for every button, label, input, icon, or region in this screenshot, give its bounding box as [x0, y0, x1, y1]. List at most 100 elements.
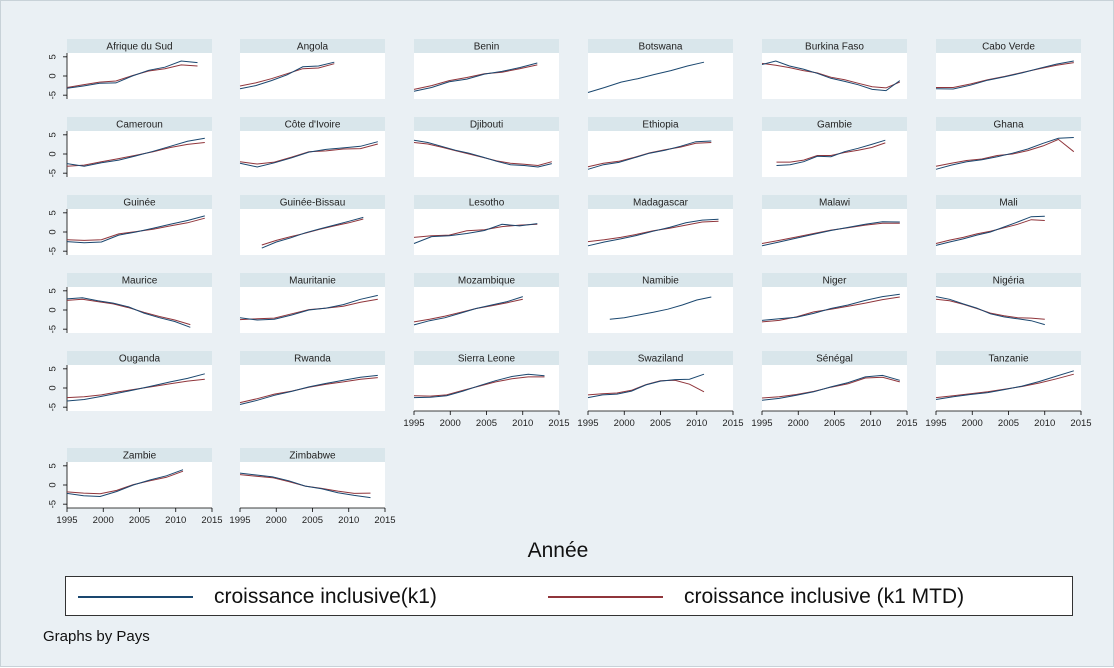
panel-25: Rwanda [239, 351, 385, 411]
panel-title: Namibie [642, 276, 679, 287]
panel-strip [588, 117, 733, 131]
x-tick-label: 2010 [686, 418, 707, 429]
x-tick-label: 1995 [56, 515, 77, 526]
series-line-k1 [413, 62, 538, 92]
panel-28: Sénégal 1995 2000 2005 2010 2015 [751, 351, 918, 429]
series-line-k1 [935, 137, 1074, 170]
panel-plot-area [762, 131, 907, 177]
panel-title: Ghana [993, 120, 1023, 131]
panel-strip [936, 273, 1081, 287]
x-tick-label: 2000 [788, 418, 809, 429]
y-tick-label: 0 [48, 73, 59, 78]
y-tick-label: 0 [48, 229, 59, 234]
panel-strip [240, 351, 385, 365]
x-tick-label: 2005 [650, 418, 671, 429]
x-tick-label: 2005 [302, 515, 323, 526]
panel-plot-area [588, 53, 733, 99]
panel-plot-area [762, 53, 907, 99]
panel-20: Mozambique [413, 273, 559, 333]
x-tick-label: 2015 [201, 515, 222, 526]
series-line-k1 [776, 139, 886, 166]
panel-strip [588, 273, 733, 287]
panel-strip [414, 273, 559, 287]
panel-title: Zimbabwe [289, 451, 336, 462]
series-line-k1-mtd [935, 298, 1045, 320]
series-line-k1 [935, 60, 1074, 90]
panel-plot-area [588, 365, 733, 411]
panel-21: Namibie [588, 273, 733, 333]
panel-title: Djibouti [470, 120, 503, 131]
panel-strip [588, 39, 733, 53]
y-tick-label: -5 [48, 325, 59, 333]
series-line-k1 [66, 469, 184, 498]
panel-strip [240, 117, 385, 131]
panel-2: Benin [413, 39, 559, 99]
y-tick-label: 0 [48, 385, 59, 390]
series-line-k1 [609, 296, 712, 320]
panel-plot-area [67, 365, 212, 411]
x-tick-label: 2005 [476, 418, 497, 429]
panel-5: Cabo Verde [935, 39, 1081, 99]
y-tick-label: -5 [48, 247, 59, 255]
panel-title: Zambie [123, 451, 157, 462]
panel-strip [762, 351, 907, 365]
legend-swatch-k1-mtd [548, 596, 663, 598]
panel-strip [67, 273, 212, 287]
x-tick-label: 1995 [925, 418, 946, 429]
y-tick-label: -5 [48, 169, 59, 177]
panel-strip [414, 117, 559, 131]
x-tick-label: 2010 [860, 418, 881, 429]
panel-strip [762, 39, 907, 53]
panel-title: Nigéria [993, 276, 1025, 287]
x-tick-label: 2005 [998, 418, 1019, 429]
legend-swatch-k1 [78, 596, 193, 598]
series-line-k1 [587, 218, 719, 247]
legend-label-k1-mtd: croissance inclusive (k1 MTD) [684, 585, 965, 608]
series-line-k1 [413, 139, 552, 168]
panel-title: Burkina Faso [805, 42, 864, 53]
panel-27: Swaziland 1995 2000 2005 2010 2015 [577, 351, 744, 429]
panel-title: Maurice [122, 276, 158, 287]
panel-title: Ethiopia [642, 120, 679, 131]
panel-strip [67, 351, 212, 365]
panel-30: Zambie 5 0 -5 1995 2000 2005 2010 2015 [48, 448, 223, 526]
y-tick-label: -5 [48, 91, 59, 99]
panel-plot-area [414, 365, 559, 411]
panel-plot-area [240, 53, 385, 99]
panel-title: Mozambique [458, 276, 516, 287]
legend: croissance inclusive(k1) croissance incl… [65, 576, 1073, 616]
panel-4: Burkina Faso [761, 39, 907, 99]
panel-plot-area [67, 287, 212, 333]
footnote: Graphs by Pays [43, 628, 150, 645]
x-tick-label: 2000 [614, 418, 635, 429]
panel-strip [936, 117, 1081, 131]
series-line-k1-mtd [66, 142, 205, 167]
series-line-k1 [587, 373, 705, 399]
series-line-k1-mtd [776, 142, 886, 163]
panel-strip [936, 39, 1081, 53]
panel-17: Mali [935, 195, 1081, 255]
panel-title: Tanzanie [988, 354, 1028, 365]
x-tick-label: 2015 [722, 418, 743, 429]
panel-title: Sénégal [816, 354, 853, 365]
y-tick-label: 5 [48, 54, 59, 59]
x-tick-label: 1995 [403, 418, 424, 429]
x-tick-label: 2005 [129, 515, 150, 526]
panel-plot-area [762, 287, 907, 333]
panel-22: Niger [761, 273, 907, 333]
panel-plot-area [240, 462, 385, 508]
panel-plot-area [67, 53, 212, 99]
x-tick-label: 1995 [229, 515, 250, 526]
panel-title: Mali [999, 198, 1017, 209]
panel-26: Sierra Leone 1995 2000 2005 2010 2015 [403, 351, 570, 429]
panel-23: Nigéria [935, 273, 1081, 333]
series-line-k1-mtd [935, 219, 1045, 244]
panel-plot-area [414, 131, 559, 177]
series-line-k1 [935, 370, 1074, 400]
panel-24: Ouganda 5 0 -5 [48, 351, 212, 411]
panel-title: Mauritanie [289, 276, 336, 287]
panel-plot-area [240, 131, 385, 177]
panel-0: Afrique du Sud 5 0 -5 [48, 39, 212, 99]
panel-plot-area [762, 209, 907, 255]
